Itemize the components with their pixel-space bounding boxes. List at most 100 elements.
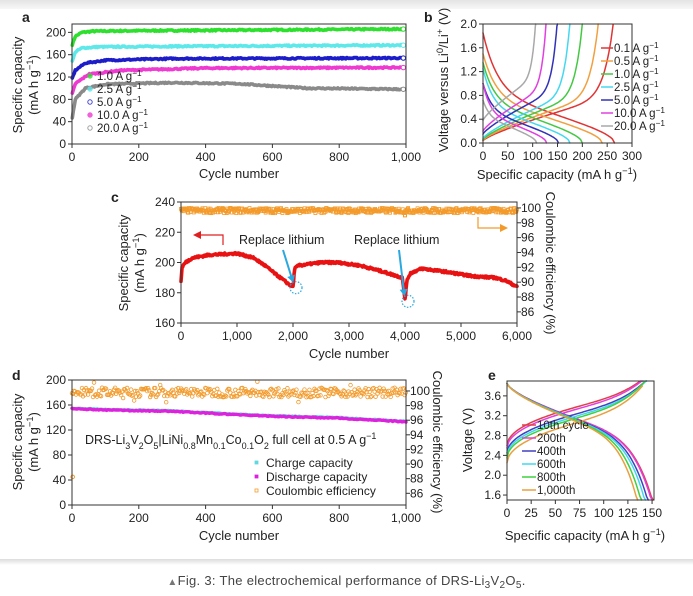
data-point <box>289 392 294 397</box>
data-point <box>389 391 394 396</box>
cell-annotation: DRS-Li3V2O5|LiNi0.8Mn0.1Co0.1O2 full cel… <box>85 431 376 451</box>
data-point <box>224 394 229 399</box>
data-point <box>296 399 301 405</box>
data-point <box>378 389 383 395</box>
legend-label: 1.0 A g−1 <box>97 69 142 84</box>
legend-label: 5.0 A g−1 <box>614 93 659 108</box>
y-tick-label: 160 <box>46 48 66 62</box>
x-tick-label: 150 <box>642 506 662 520</box>
data-point <box>346 389 351 394</box>
series-5-0-A-g <box>70 55 404 80</box>
data-point <box>149 390 155 396</box>
x-tick-label: 200 <box>129 511 149 525</box>
x-tick-label: 75 <box>573 506 587 520</box>
data-point <box>154 392 160 398</box>
divider <box>0 559 693 565</box>
data-point <box>342 389 347 394</box>
series-discharge-capacity <box>70 406 408 424</box>
x-tick-label: 50 <box>549 506 563 520</box>
data-point <box>348 382 353 388</box>
legend-marker <box>87 73 93 79</box>
y2-tick-label: 100 <box>410 384 430 398</box>
data-point <box>128 387 134 392</box>
legend-marker <box>87 86 93 92</box>
data-point <box>367 389 372 395</box>
data-point <box>236 388 241 394</box>
data-point <box>400 42 407 48</box>
legend-item: 5.0 A g−1 <box>601 93 659 108</box>
data-point <box>381 386 386 391</box>
arrow-line <box>282 249 293 279</box>
data-point <box>150 392 156 397</box>
legend-marker <box>254 474 259 479</box>
highlight-circle <box>401 294 415 308</box>
panel-c: c 0 1,000 2,000 3,000 4,000 5,000 6,000 160 180 20… <box>111 189 558 361</box>
data-point <box>109 390 115 395</box>
figure-caption: ▲Fig. 3: The electrochemical performance… <box>0 573 693 591</box>
data-point <box>120 395 126 401</box>
page-header-strip <box>0 0 693 9</box>
legend-item: 800th <box>522 472 566 484</box>
data-point <box>494 210 499 215</box>
data-point <box>397 391 402 396</box>
x-axis-label: Cycle number <box>199 166 280 181</box>
y-axis: 0 40 80 120 160 200 <box>46 373 72 512</box>
panel-d: d0 200 400 600 800 1,000040801201602008688909… <box>10 367 445 543</box>
data-point <box>83 385 89 391</box>
data-point <box>285 386 290 391</box>
series-20-0-A-g <box>70 80 404 120</box>
data-point <box>129 393 135 399</box>
data-point <box>163 399 169 405</box>
left-axis-arrow <box>200 234 224 245</box>
y-tick-label: 240 <box>155 195 175 209</box>
x-tick-label: 300 <box>622 149 642 163</box>
legend-label: Discharge capacity <box>266 470 367 484</box>
series-coulombic-efficiency <box>69 379 408 480</box>
data-point <box>265 391 270 396</box>
arrow-head-icon <box>500 224 508 232</box>
y-tick-label: 1.2 <box>460 65 477 79</box>
y-tick-label: 2.0 <box>484 468 501 482</box>
y2-tick-label: 96 <box>521 231 535 245</box>
data-point <box>364 389 369 395</box>
data-point <box>189 386 194 392</box>
plot-area <box>506 380 654 501</box>
y-tick-label: 0.0 <box>460 136 477 150</box>
data-point <box>331 391 336 397</box>
legend-item: 600th <box>522 459 566 471</box>
data-point <box>400 86 407 92</box>
data-point <box>303 391 308 396</box>
x-tick-label: 1,000 <box>391 150 421 164</box>
x-tick-label: 0 <box>480 149 487 163</box>
legend-item: 10.0 A g−1 <box>601 106 665 120</box>
panel-label: d <box>12 367 21 383</box>
charge-curve <box>506 380 648 457</box>
legend-label: Charge capacity <box>266 456 353 470</box>
data-point <box>216 394 221 400</box>
x-tick-label: 200 <box>572 149 592 163</box>
data-point <box>365 394 370 400</box>
data-point <box>294 387 299 392</box>
data-point <box>314 388 319 394</box>
data-point <box>204 386 209 391</box>
legend-marker <box>87 99 93 105</box>
charge-curve <box>482 23 559 135</box>
data-point <box>394 387 399 392</box>
legend-item: 1,000th <box>522 485 575 497</box>
data-point <box>98 393 104 399</box>
plot-area <box>179 206 519 301</box>
y-tick-label: 0.4 <box>460 112 477 126</box>
legend-label: 800th <box>537 472 566 484</box>
data-point <box>360 390 365 396</box>
y-tick-label: 120 <box>46 70 66 84</box>
data-point <box>234 211 239 215</box>
legend-item: 5.0 A g−1 <box>87 95 142 109</box>
plot-frame <box>482 23 633 144</box>
y2-tick-label: 92 <box>521 260 535 274</box>
x-tick-label: 50 <box>501 149 515 163</box>
data-point <box>230 394 235 399</box>
x-tick-label: 0 <box>504 506 511 520</box>
data-point <box>132 388 138 394</box>
y2-tick-label: 88 <box>521 290 535 304</box>
